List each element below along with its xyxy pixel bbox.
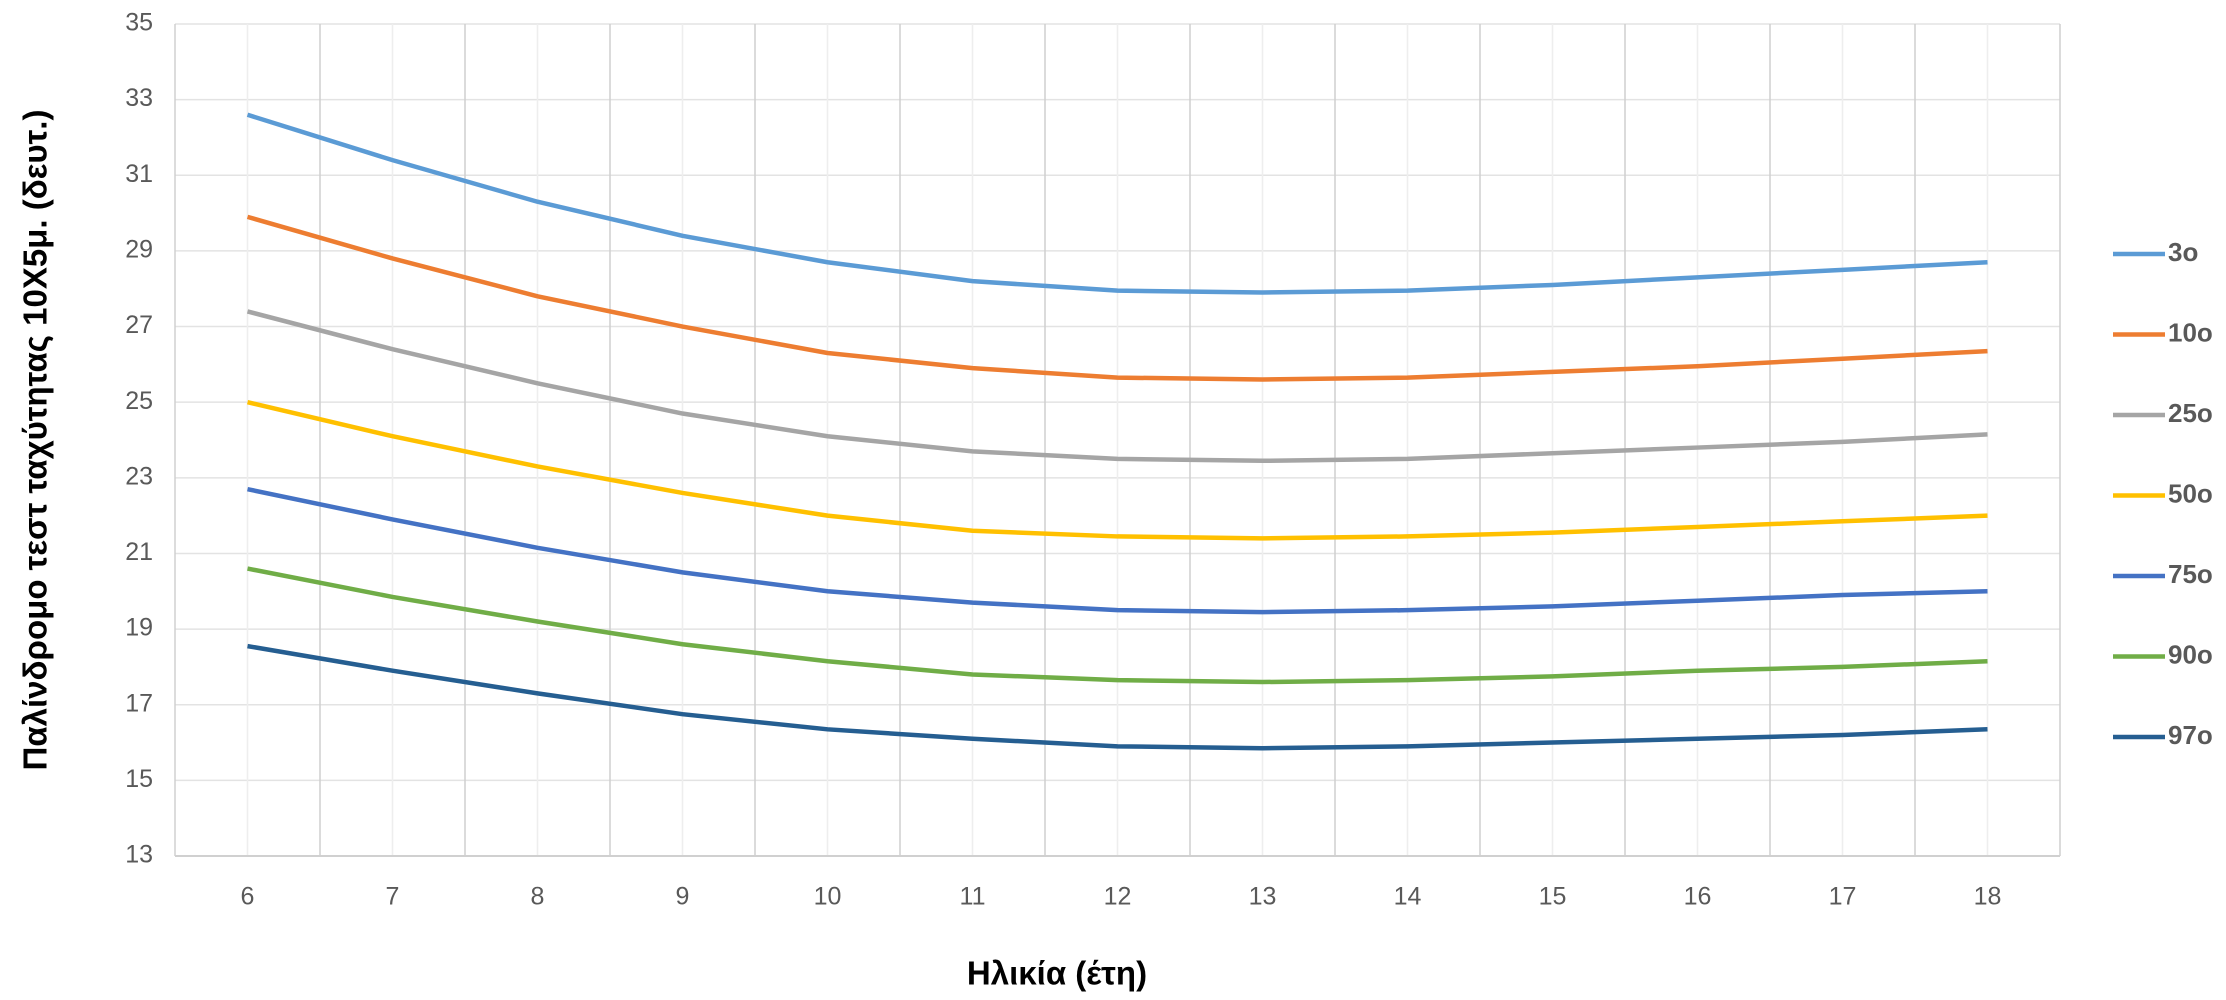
series-line [247, 486, 1988, 615]
y-tick-label: 13 [125, 841, 153, 869]
legend-label: 90ο [2168, 639, 2213, 669]
legend-label: 10ο [2168, 317, 2213, 347]
y-tick-label: 35 [125, 9, 153, 37]
series-line [246, 112, 1988, 295]
y-tick-label: 15 [125, 765, 153, 793]
y-tick-label: 25 [125, 387, 153, 415]
x-tick-label: 18 [1974, 883, 2002, 911]
x-tick-label: 16 [1684, 883, 1712, 911]
y-tick-label: 31 [125, 160, 153, 188]
legend-label: 75ο [2168, 559, 2213, 589]
x-axis-title: Ηλικία (έτη) [967, 955, 1147, 992]
x-tick-label: 12 [1104, 883, 1132, 911]
legend-label: 50ο [2168, 478, 2213, 508]
y-tick-label: 21 [125, 538, 153, 566]
x-tick-label: 17 [1829, 883, 1857, 911]
y-tick-label: 19 [125, 614, 153, 642]
y-tick-label: 23 [125, 462, 153, 490]
x-tick-label: 11 [960, 883, 986, 911]
series-line [246, 309, 1988, 464]
legend-label: 25ο [2168, 398, 2213, 428]
x-tick-label: 8 [531, 883, 545, 911]
x-tick-label: 14 [1394, 883, 1422, 911]
series-line [247, 643, 1988, 751]
x-tick-label: 13 [1249, 883, 1277, 911]
series-line [246, 399, 1988, 541]
x-tick-label: 6 [241, 883, 255, 911]
legend-label: 97ο [2168, 720, 2213, 750]
x-tick-label: 7 [386, 883, 400, 911]
x-tick-label: 9 [676, 883, 690, 911]
series-line [247, 566, 1988, 685]
y-axis-title: Παλίνδρομο τεστ ταχύτητας 10Χ5μ. (δευτ.) [17, 110, 54, 771]
y-tick-label: 27 [125, 311, 153, 339]
y-tick-label: 29 [125, 236, 153, 264]
series-line [246, 214, 1988, 382]
y-tick-label: 33 [125, 84, 153, 112]
x-tick-label: 15 [1539, 883, 1567, 911]
x-tick-label: 10 [814, 883, 842, 911]
legend-label: 3ο [2168, 237, 2198, 267]
y-tick-label: 17 [125, 689, 153, 717]
